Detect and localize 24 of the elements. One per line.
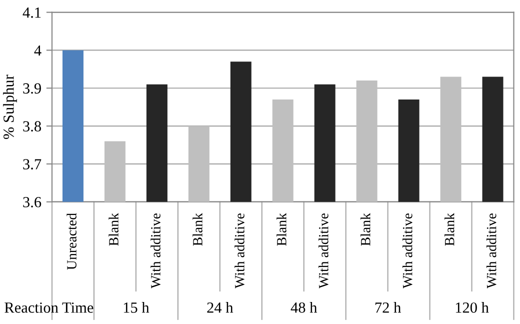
x-tick-label: Blank — [108, 212, 118, 246]
y-tick-label: 3.9 — [23, 83, 41, 94]
x-tick-label: With additive — [150, 213, 160, 288]
text: 24 h — [207, 302, 234, 313]
x-tick-label: Blank — [360, 212, 370, 246]
x-tick-label: Unreacted — [66, 213, 76, 270]
y-tick-label: 3.7 — [23, 159, 42, 170]
text: 48 h — [290, 302, 318, 313]
x-tick-label: With additive — [234, 213, 244, 288]
text: Reaction Time — [4, 302, 94, 313]
y-tick-label: 3.6 — [23, 197, 42, 208]
x-tick-label: With additive — [402, 213, 412, 288]
x-tick-label: With additive — [486, 213, 496, 288]
y-tick-label: 4 — [34, 45, 42, 56]
x-tick-label: With additive — [318, 213, 328, 288]
text: 120 h — [456, 302, 489, 313]
x-tick-label: Blank — [444, 212, 454, 246]
x-tick-label: Blank — [192, 212, 202, 246]
y-tick-label: 3.8 — [23, 121, 41, 132]
y-tick-label: 4.1 — [22, 8, 41, 18]
x-tick-label: Blank — [276, 212, 286, 246]
text: 72 h — [375, 302, 401, 313]
y-axis-title: % Sulphur — [3, 74, 17, 140]
text: 15 h — [124, 302, 150, 313]
